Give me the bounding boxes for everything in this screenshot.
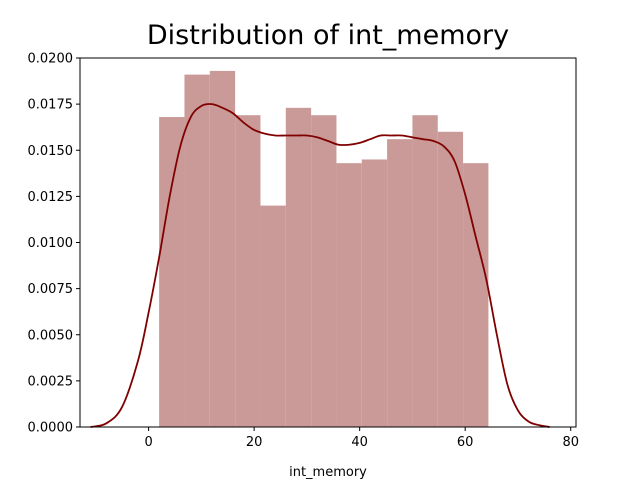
histogram-bar: [285, 107, 312, 427]
histogram-bar: [260, 205, 286, 427]
histogram-bar: [463, 163, 489, 428]
histogram-bar: [361, 159, 388, 427]
x-tick-label: 60: [457, 435, 474, 450]
y-tick-label: 0.0125: [28, 190, 74, 205]
y-tick-label: 0.0100: [28, 236, 74, 251]
y-tick-label: 0.0050: [28, 328, 74, 343]
x-axis: 0 20 40 60 80: [144, 427, 579, 450]
y-tick-label: 0.0150: [28, 144, 74, 159]
histogram-bar: [412, 115, 438, 427]
histogram-bar: [336, 163, 362, 428]
histogram-bar: [209, 70, 236, 427]
histogram-bar: [311, 115, 337, 427]
y-axis: 0.0000 0.0025 0.0050 0.0075 0.0100 0.0125 0.01…: [28, 52, 80, 436]
y-tick-label: 0.0025: [28, 374, 74, 389]
y-tick-label: 0.0200: [28, 52, 74, 67]
histogram-bars: [159, 70, 489, 428]
x-tick-label: 0: [144, 435, 152, 450]
histogram-bar: [437, 131, 464, 428]
kde-curve-layer: [90, 103, 550, 428]
x-tick-label: 20: [246, 435, 263, 450]
histogram-bar: [184, 74, 210, 427]
y-tick-label: 0.0000: [28, 421, 74, 436]
x-tick-label: 80: [562, 435, 579, 450]
chart-title: Distribution of int_memory: [147, 20, 509, 51]
histogram-bar: [235, 115, 261, 427]
x-tick-label: 40: [351, 435, 368, 450]
histogram-bar: [387, 139, 413, 427]
y-tick-label: 0.0075: [28, 282, 74, 297]
y-tick-label: 0.0175: [28, 98, 74, 113]
histogram-bar: [159, 117, 185, 427]
kde-line: [90, 103, 550, 428]
x-axis-label: int_memory: [289, 465, 367, 480]
